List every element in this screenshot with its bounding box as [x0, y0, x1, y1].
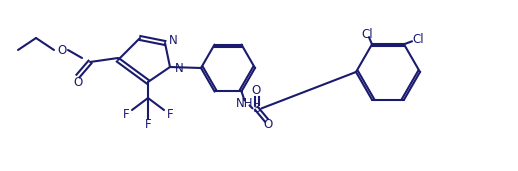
Text: F: F [145, 117, 151, 130]
Text: S: S [252, 102, 261, 115]
Text: Cl: Cl [361, 28, 373, 41]
Text: F: F [123, 109, 130, 122]
Text: O: O [264, 118, 273, 131]
Text: N: N [169, 34, 178, 47]
Text: O: O [57, 43, 67, 56]
Text: O: O [252, 84, 261, 97]
Text: O: O [74, 76, 83, 89]
Text: F: F [167, 109, 174, 122]
Text: NH: NH [236, 97, 253, 110]
Text: N: N [175, 62, 184, 76]
Text: Cl: Cl [412, 33, 424, 46]
